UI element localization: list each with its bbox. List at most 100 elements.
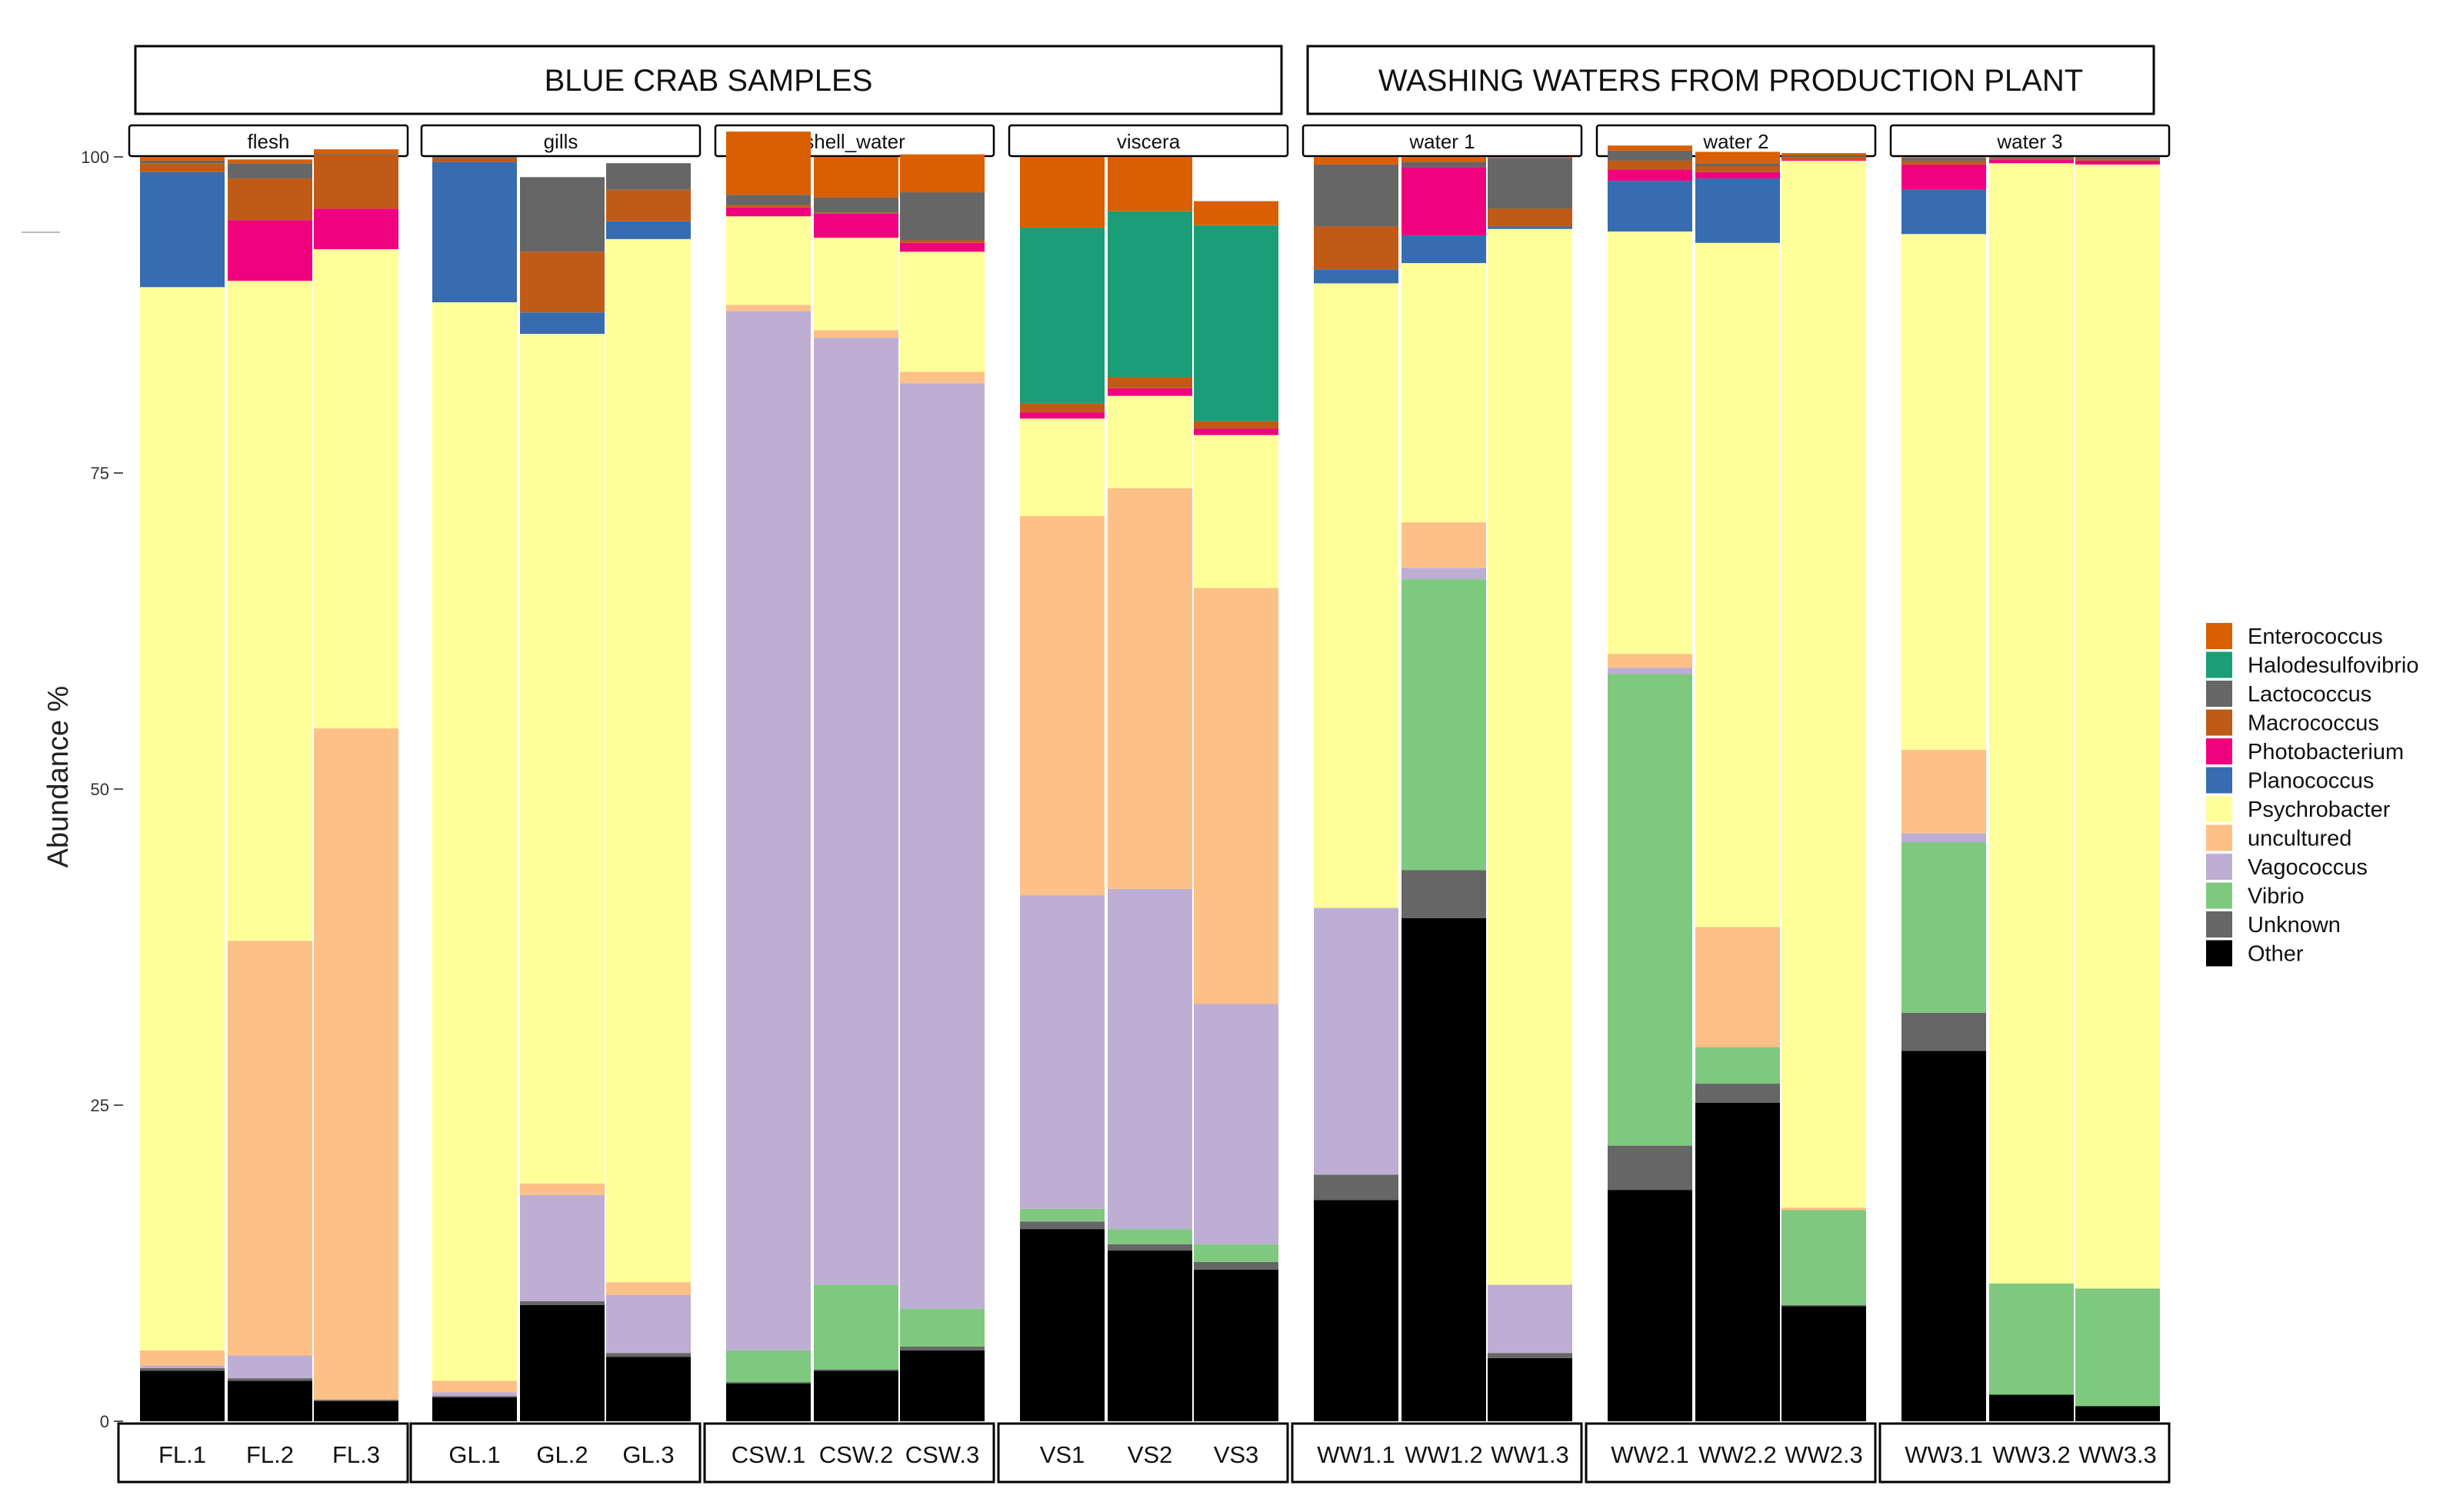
- legend: Enterococcus Halodesulfovibrio Lactococcus…: [2206, 623, 2418, 967]
- bar-segment-vibrio: [900, 1308, 985, 1347]
- bar-segment-psychrobacter: [1194, 435, 1278, 588]
- x-tick-label: WW3.1: [1905, 1441, 1983, 1468]
- x-tick-label: GL.2: [536, 1441, 588, 1468]
- bar-segment-macrococcus: [140, 163, 225, 172]
- bar-segment-vagococcus: [726, 311, 811, 1350]
- bar-segment-lactococcus: [814, 197, 898, 213]
- x-tick-label: WW3.3: [2078, 1441, 2157, 1468]
- y-axis-title: Abundance %: [42, 686, 75, 868]
- x-tick-label: FL.3: [332, 1441, 380, 1468]
- legend-swatch-planococcus: [2206, 767, 2232, 794]
- legend-label-vibrio: Vibrio: [2248, 884, 2305, 909]
- bar-segment-other: [520, 1304, 605, 1421]
- legend-label-vagococcus: Vagococcus: [2248, 855, 2368, 880]
- bar-segment-uncultured: [1901, 750, 1986, 834]
- panel-strip: [1889, 124, 2171, 158]
- legend-swatch-unknown: [2206, 911, 2232, 938]
- bar-segment-planococcus: [1608, 181, 1692, 231]
- bar-segment-vagococcus: [140, 1365, 225, 1368]
- legend-swatch-halodesulfovibrio: [2206, 651, 2232, 678]
- bar-segment-vagococcus: [606, 1294, 691, 1354]
- legend-label-psychrobacter: Psychrobacter: [2248, 798, 2391, 822]
- bar-segment-unknown: [520, 1301, 605, 1305]
- x-label-box: [1878, 1422, 2171, 1484]
- legend-swatch-macrococcus: [2206, 709, 2232, 736]
- x-tick-label: WW1.1: [1317, 1441, 1395, 1468]
- y-tick-label: 100: [81, 148, 109, 167]
- bar-segment-unknown: [1781, 1304, 1866, 1307]
- bar-segment-other: [314, 1400, 398, 1421]
- bar-segment-planococcus: [1695, 178, 1780, 243]
- bar-segment-psychrobacter: [432, 302, 517, 1381]
- bar-segment-macrococcus: [1314, 226, 1398, 270]
- y-axis: 0 25 50 75 100: [22, 148, 123, 1431]
- bar-segment-enterococcus: [1194, 201, 1278, 225]
- bar-segment-macrococcus: [726, 205, 811, 208]
- bar-segment-enterococcus: [228, 159, 312, 164]
- bar-segment-other: [1488, 1357, 1572, 1421]
- bar-segment-vagococcus: [1194, 1004, 1278, 1244]
- bar-segment-vibrio: [2075, 1288, 2160, 1407]
- bar-segment-macrococcus: [1194, 421, 1278, 429]
- bar-segment-unknown: [606, 1353, 691, 1357]
- bar-segment-unknown: [1314, 1174, 1398, 1201]
- x-tick-label: CSW.3: [905, 1441, 979, 1468]
- bar-segment-vibrio: [1401, 579, 1486, 871]
- legend-label-unknown: Unknown: [2248, 913, 2341, 938]
- bar-segment-macrococcus: [314, 154, 398, 209]
- x-labels: FL.1 FL.2 FL.3 GL.1 GL.2 GL.3 CSW.1 CSW.2 CSW.3 V…: [117, 1422, 2171, 1484]
- bar-segment-enterococcus: [2075, 157, 2160, 158]
- bar-segment-lactococcus: [1901, 158, 1986, 161]
- group-header-label: BLUE CRAB SAMPLES: [545, 64, 873, 98]
- bar-segment-uncultured: [1695, 927, 1780, 1047]
- y-tick-label: 75: [91, 464, 109, 483]
- bar-segment-uncultured: [520, 1183, 605, 1195]
- bar-segment-photobacterium: [1194, 428, 1278, 435]
- bar-segment-enterococcus: [1781, 153, 1866, 156]
- x-tick-label: WW2.2: [1698, 1441, 1777, 1468]
- bar-segment-psychrobacter: [1608, 231, 1692, 654]
- legend-swatch-vibrio: [2206, 882, 2232, 909]
- x-tick-label: WW1.2: [1405, 1441, 1483, 1468]
- legend-label-photobacterium: Photobacterium: [2248, 740, 2404, 764]
- bar-segment-unknown: [726, 1382, 811, 1384]
- bar-segment-macrococcus: [1901, 160, 1986, 165]
- legend-label-planococcus: Planococcus: [2248, 769, 2374, 794]
- panel-strip-label: gills: [544, 130, 578, 153]
- legend-label-uncultured: uncultured: [2248, 827, 2351, 851]
- bar-segment-uncultured: [1020, 515, 1105, 896]
- bar-segment-macrococcus: [432, 158, 517, 162]
- bar-segment-unknown: [228, 1378, 312, 1381]
- bar-segment-psychrobacter: [1401, 263, 1486, 523]
- panel-strip: [128, 124, 409, 158]
- x-label-box: [409, 1422, 702, 1484]
- bar-segment-other: [2075, 1406, 2160, 1421]
- bar-segment-uncultured: [140, 1350, 225, 1366]
- bar-segment-enterococcus: [1901, 157, 1986, 158]
- x-label-box: [117, 1422, 409, 1484]
- bar-segment-psychrobacter: [1781, 160, 1866, 1208]
- bars: [140, 132, 2160, 1421]
- bar-segment-psychrobacter: [1020, 418, 1105, 516]
- bar-segment-vagococcus: [1901, 833, 1986, 843]
- bar-segment-lactococcus: [1608, 150, 1692, 161]
- bar-segment-vibrio: [1108, 1229, 1192, 1244]
- bar-segment-other: [1989, 1394, 2074, 1421]
- panel-strip-label: water 3: [1996, 130, 2062, 153]
- bar-segment-photobacterium: [1608, 169, 1692, 182]
- bar-segment-planococcus: [520, 312, 605, 335]
- bar-segment-macrococcus: [520, 251, 605, 313]
- bar-segment-lactococcus: [1314, 164, 1398, 227]
- x-tick-label: WW1.3: [1491, 1441, 1569, 1468]
- bar-segment-photobacterium: [1108, 388, 1192, 396]
- bar-segment-enterococcus: [1314, 157, 1398, 165]
- bar-segment-photobacterium: [900, 242, 985, 252]
- bar-segment-lactococcus: [900, 192, 985, 241]
- bar-segment-psychrobacter: [1695, 242, 1780, 928]
- bar-segment-enterococcus: [140, 157, 225, 161]
- bar-segment-lactococcus: [2075, 158, 2160, 160]
- bar-segment-photobacterium: [726, 207, 811, 217]
- bar-segment-macrococcus: [1608, 160, 1692, 170]
- y-tick-label: 50: [91, 780, 109, 799]
